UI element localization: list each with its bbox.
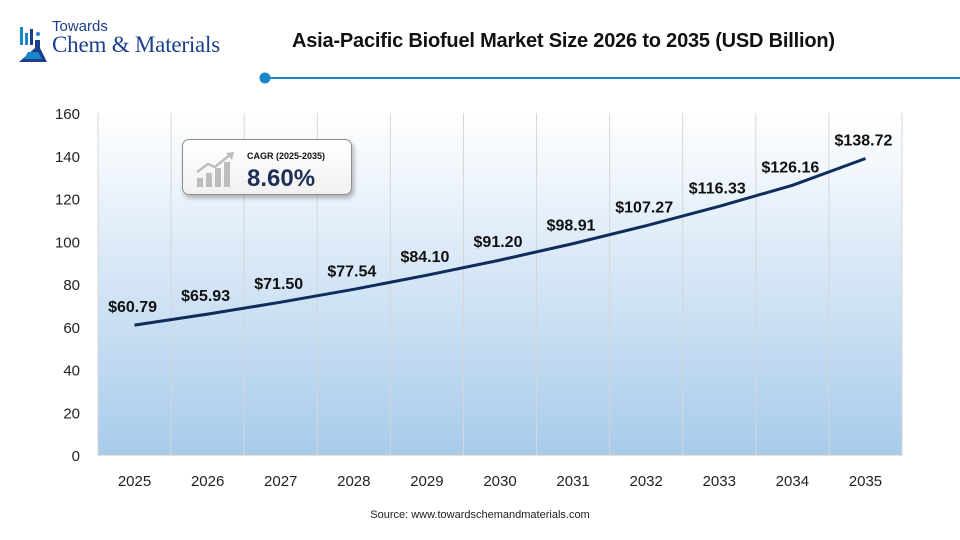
y-tick-label: 0 <box>72 448 80 465</box>
x-tick-label: 2033 <box>703 473 736 490</box>
y-tick-label: 100 <box>55 234 80 251</box>
growth-chart-icon <box>196 152 234 187</box>
x-tick-label: 2031 <box>556 473 589 490</box>
y-tick-label: 140 <box>55 149 80 166</box>
data-label: $84.10 <box>400 249 449 266</box>
data-label: $138.72 <box>835 132 893 149</box>
x-tick-label: 2035 <box>849 473 882 490</box>
y-tick-label: 80 <box>63 277 80 294</box>
y-tick-label: 40 <box>63 363 80 380</box>
x-tick-label: 2034 <box>776 473 809 490</box>
brand-logo: Towards Chem & Materials <box>16 18 256 68</box>
y-tick-label: 20 <box>63 405 80 422</box>
x-tick-label: 2026 <box>191 473 224 490</box>
x-tick-label: 2027 <box>264 473 297 490</box>
flask-icon <box>19 27 47 62</box>
data-label: $91.20 <box>474 234 523 251</box>
data-label: $107.27 <box>615 200 673 217</box>
logo-text-chem-materials: Chem & Materials <box>52 32 220 57</box>
data-label: $126.16 <box>761 159 819 176</box>
series-line <box>134 157 867 327</box>
data-label: $77.54 <box>327 263 376 280</box>
cagr-value: 8.60% <box>247 165 316 192</box>
data-label: $98.91 <box>547 218 596 235</box>
logo-text-towards: Towards <box>52 18 108 35</box>
data-label: $60.79 <box>108 299 157 316</box>
cagr-label: CAGR (2025-2035) <box>247 151 326 161</box>
x-tick-label: 2028 <box>337 473 370 490</box>
x-tick-label: 2030 <box>483 473 516 490</box>
x-tick-label: 2025 <box>118 473 151 490</box>
y-tick-label: 120 <box>55 192 80 209</box>
data-label: $71.50 <box>254 276 303 293</box>
y-tick-label: 160 <box>55 106 80 123</box>
x-tick-label: 2032 <box>629 473 662 490</box>
data-label: $65.93 <box>181 288 230 305</box>
data-label: $116.33 <box>689 180 746 197</box>
y-tick-label: 60 <box>63 320 80 337</box>
title-divider <box>259 72 960 84</box>
cagr-callout: CAGR (2025-2035) 8.60% <box>182 139 352 195</box>
source-note: Source: www.towardschemandmaterials.com <box>370 509 590 521</box>
x-tick-label: 2029 <box>410 473 443 490</box>
chart-title: Asia-Pacific Biofuel Market Size 2026 to… <box>292 30 835 52</box>
